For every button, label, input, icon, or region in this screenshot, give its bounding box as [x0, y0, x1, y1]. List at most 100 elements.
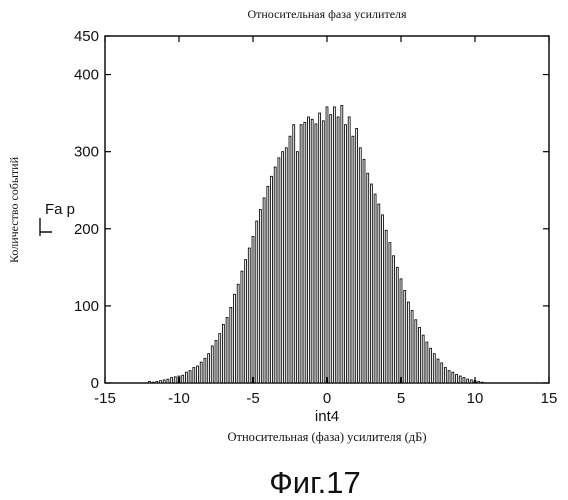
- histogram-bar: [322, 121, 324, 383]
- histogram-bar: [400, 279, 402, 383]
- y-tick-label: 400: [74, 67, 99, 84]
- chart-title: Относительная фаза усилителя: [247, 7, 407, 21]
- histogram-bar: [204, 358, 206, 383]
- histogram-bar: [326, 107, 328, 383]
- histogram-bar: [448, 371, 450, 383]
- histogram-bar: [200, 362, 202, 383]
- histogram-bar: [300, 125, 302, 383]
- histogram-bar: [348, 117, 350, 383]
- histogram-bar: [267, 186, 269, 383]
- histogram-bar: [248, 248, 250, 383]
- histogram-bar: [241, 271, 243, 383]
- histogram-bar: [226, 317, 228, 383]
- histogram-bar: [230, 307, 232, 383]
- histogram-bar: [363, 159, 365, 383]
- histogram-bar: [271, 176, 273, 383]
- histogram-bar: [208, 354, 210, 383]
- histogram-bar: [459, 376, 461, 383]
- histogram-bar: [430, 348, 432, 383]
- histogram-bar: [282, 152, 284, 383]
- histogram-bar: [308, 117, 310, 383]
- histogram-bar: [330, 115, 332, 383]
- histogram-bar: [345, 125, 347, 383]
- histogram-bar: [356, 129, 358, 383]
- histogram-bar: [189, 371, 191, 383]
- histogram-bar: [211, 346, 213, 383]
- histogram-bar: [456, 375, 458, 383]
- histogram-bar: [433, 354, 435, 383]
- histogram-bar: [382, 215, 384, 383]
- histogram-bar: [182, 375, 184, 383]
- histogram-bar: [437, 359, 439, 383]
- x-tick-label: -10: [168, 390, 190, 407]
- histogram-bar: [352, 136, 354, 383]
- histogram-bar: [278, 158, 280, 383]
- x-tick-label: -15: [94, 390, 116, 407]
- histogram-bar: [411, 311, 413, 383]
- histogram-bar: [441, 363, 443, 383]
- histogram-bar: [167, 379, 169, 383]
- histogram-bar: [156, 381, 158, 383]
- x-axis-label: Относительная (фаза) усилителя (дБ): [227, 430, 426, 444]
- x-tick-label: 5: [397, 390, 405, 407]
- y-axis-inner-label-text: Fa p: [45, 201, 75, 218]
- y-tick-label: 300: [74, 144, 99, 161]
- histogram-bar: [311, 119, 313, 383]
- y-axis-inner-label-mark: [40, 218, 52, 236]
- histogram-bar: [163, 380, 165, 383]
- y-tick-label: 200: [74, 221, 99, 238]
- histogram-bar: [404, 290, 406, 383]
- histogram-bar: [296, 152, 298, 383]
- y-tick-label: 450: [74, 28, 99, 45]
- histogram-bar: [293, 125, 295, 383]
- histogram-bar: [252, 236, 254, 383]
- histogram-bar: [333, 107, 335, 383]
- histogram-bar: [237, 284, 239, 383]
- histogram-bar: [422, 335, 424, 383]
- histogram-bar: [374, 194, 376, 383]
- histogram-bar: [234, 294, 236, 383]
- histogram-bar: [419, 327, 421, 383]
- histogram-bar: [359, 148, 361, 383]
- histogram-bar: [389, 243, 391, 383]
- histogram-bar: [315, 124, 317, 383]
- histogram-bar: [193, 368, 195, 383]
- y-tick-label: 100: [74, 298, 99, 315]
- histogram-bar: [367, 173, 369, 383]
- histogram-bar: [370, 184, 372, 383]
- figure-caption: Фиг.17: [269, 465, 361, 500]
- histogram-bar: [393, 256, 395, 383]
- x-axis-inner-label: int4: [315, 408, 339, 425]
- histogram-bar: [341, 105, 343, 383]
- histogram-bar: [259, 210, 261, 384]
- histogram-bar: [337, 117, 339, 383]
- histogram-bar: [222, 324, 224, 383]
- x-tick-label: -5: [246, 390, 259, 407]
- plot-area: -15-10-5051015 0100200300400450: [74, 28, 557, 407]
- histogram-bar: [426, 342, 428, 383]
- histogram-bar: [263, 198, 265, 383]
- histogram-bar: [444, 368, 446, 383]
- histogram-bar: [274, 167, 276, 383]
- histogram-bar: [415, 320, 417, 383]
- histogram-bars: [148, 105, 483, 383]
- histogram-bar: [467, 379, 469, 383]
- histogram-bar: [407, 302, 409, 383]
- histogram-bar: [245, 260, 247, 383]
- histogram-bar: [396, 267, 398, 383]
- histogram-bar: [215, 341, 217, 383]
- x-tick-label: 15: [541, 390, 558, 407]
- histogram-bar: [481, 382, 483, 383]
- y-tick-label: 0: [91, 375, 99, 392]
- histogram-bar: [185, 372, 187, 383]
- x-tick-label: 0: [323, 390, 331, 407]
- histogram-bar: [148, 381, 150, 383]
- histogram-bar: [174, 377, 176, 383]
- histogram-bar: [219, 334, 221, 383]
- histogram-bar: [197, 366, 199, 383]
- histogram-bar: [285, 148, 287, 383]
- histogram-bar: [304, 122, 306, 383]
- histogram-bar: [160, 381, 162, 383]
- histogram-bar: [452, 372, 454, 383]
